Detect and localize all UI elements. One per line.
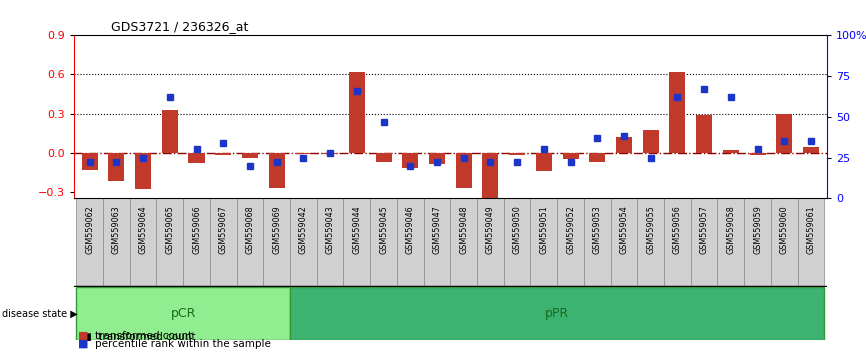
Bar: [322, 153, 338, 154]
Bar: [696, 115, 712, 153]
Bar: [76, 198, 103, 287]
Bar: [376, 153, 391, 162]
Bar: [536, 153, 552, 171]
Bar: [183, 198, 210, 287]
Bar: [317, 198, 344, 287]
Text: GSM559053: GSM559053: [592, 205, 602, 254]
Bar: [803, 147, 819, 153]
Bar: [130, 198, 157, 287]
Text: GSM559058: GSM559058: [727, 205, 735, 254]
Text: GSM559065: GSM559065: [165, 205, 174, 254]
Bar: [344, 198, 370, 287]
Bar: [744, 198, 771, 287]
Bar: [771, 198, 798, 287]
Text: GSM559054: GSM559054: [619, 205, 629, 254]
Text: GSM559069: GSM559069: [272, 205, 281, 254]
Bar: [723, 150, 739, 153]
Bar: [584, 198, 611, 287]
Text: ■  transformed count: ■ transformed count: [82, 332, 196, 342]
Text: GSM559067: GSM559067: [219, 205, 228, 254]
Bar: [637, 198, 664, 287]
Bar: [423, 198, 450, 287]
Bar: [531, 198, 557, 287]
Text: ■: ■: [78, 331, 88, 341]
Text: GSM559048: GSM559048: [459, 205, 469, 254]
Bar: [242, 153, 258, 158]
Bar: [456, 153, 472, 188]
Bar: [509, 153, 525, 155]
Bar: [402, 153, 418, 168]
Text: GSM559045: GSM559045: [379, 205, 388, 254]
Bar: [643, 131, 659, 153]
Bar: [210, 198, 236, 287]
Bar: [189, 153, 204, 163]
Text: GSM559049: GSM559049: [486, 205, 494, 254]
Text: percentile rank within the sample: percentile rank within the sample: [95, 339, 271, 349]
Bar: [669, 72, 685, 153]
Bar: [263, 198, 290, 287]
Text: GSM559050: GSM559050: [513, 205, 521, 254]
Bar: [290, 198, 317, 287]
Text: disease state ▶: disease state ▶: [2, 308, 77, 318]
Text: GSM559052: GSM559052: [566, 205, 575, 254]
Bar: [103, 198, 130, 287]
Text: GSM559066: GSM559066: [192, 205, 201, 254]
Text: ■: ■: [78, 339, 88, 349]
Bar: [664, 198, 691, 287]
Text: transformed count: transformed count: [95, 331, 192, 341]
Bar: [162, 110, 178, 153]
Bar: [290, 287, 824, 340]
Bar: [76, 287, 290, 340]
Bar: [557, 198, 584, 287]
Bar: [268, 153, 285, 188]
Text: GSM559068: GSM559068: [245, 205, 255, 254]
Text: GSM559056: GSM559056: [673, 205, 682, 254]
Bar: [135, 153, 151, 189]
Bar: [157, 198, 183, 287]
Text: GSM559060: GSM559060: [779, 205, 789, 254]
Bar: [589, 153, 605, 162]
Bar: [477, 198, 504, 287]
Bar: [108, 153, 125, 181]
Text: GSM559062: GSM559062: [85, 205, 94, 254]
Text: GSM559061: GSM559061: [806, 205, 816, 254]
Bar: [397, 198, 423, 287]
Bar: [776, 114, 792, 153]
Bar: [504, 198, 531, 287]
Bar: [81, 153, 98, 170]
Bar: [563, 153, 578, 159]
Text: GSM559043: GSM559043: [326, 205, 334, 254]
Text: GDS3721 / 236326_at: GDS3721 / 236326_at: [111, 20, 249, 33]
Bar: [216, 153, 231, 155]
Text: GSM559044: GSM559044: [352, 205, 361, 254]
Text: GSM559042: GSM559042: [299, 205, 308, 254]
Bar: [611, 198, 637, 287]
Text: GSM559046: GSM559046: [406, 205, 415, 254]
Bar: [482, 153, 499, 198]
Bar: [750, 153, 766, 155]
Text: GSM559059: GSM559059: [753, 205, 762, 254]
Bar: [349, 72, 365, 153]
Text: GSM559055: GSM559055: [646, 205, 656, 254]
Text: GSM559064: GSM559064: [139, 205, 147, 254]
Bar: [429, 153, 445, 164]
Bar: [450, 198, 477, 287]
Text: pPR: pPR: [545, 307, 569, 320]
Text: GSM559051: GSM559051: [540, 205, 548, 254]
Text: GSM559063: GSM559063: [112, 205, 121, 254]
Bar: [370, 198, 397, 287]
Text: GSM559057: GSM559057: [700, 205, 708, 254]
Text: pCR: pCR: [171, 307, 196, 320]
Bar: [691, 198, 718, 287]
Bar: [295, 153, 312, 154]
Bar: [616, 137, 632, 153]
Bar: [718, 198, 744, 287]
Text: GSM559047: GSM559047: [432, 205, 442, 254]
Bar: [798, 198, 824, 287]
Bar: [236, 198, 263, 287]
